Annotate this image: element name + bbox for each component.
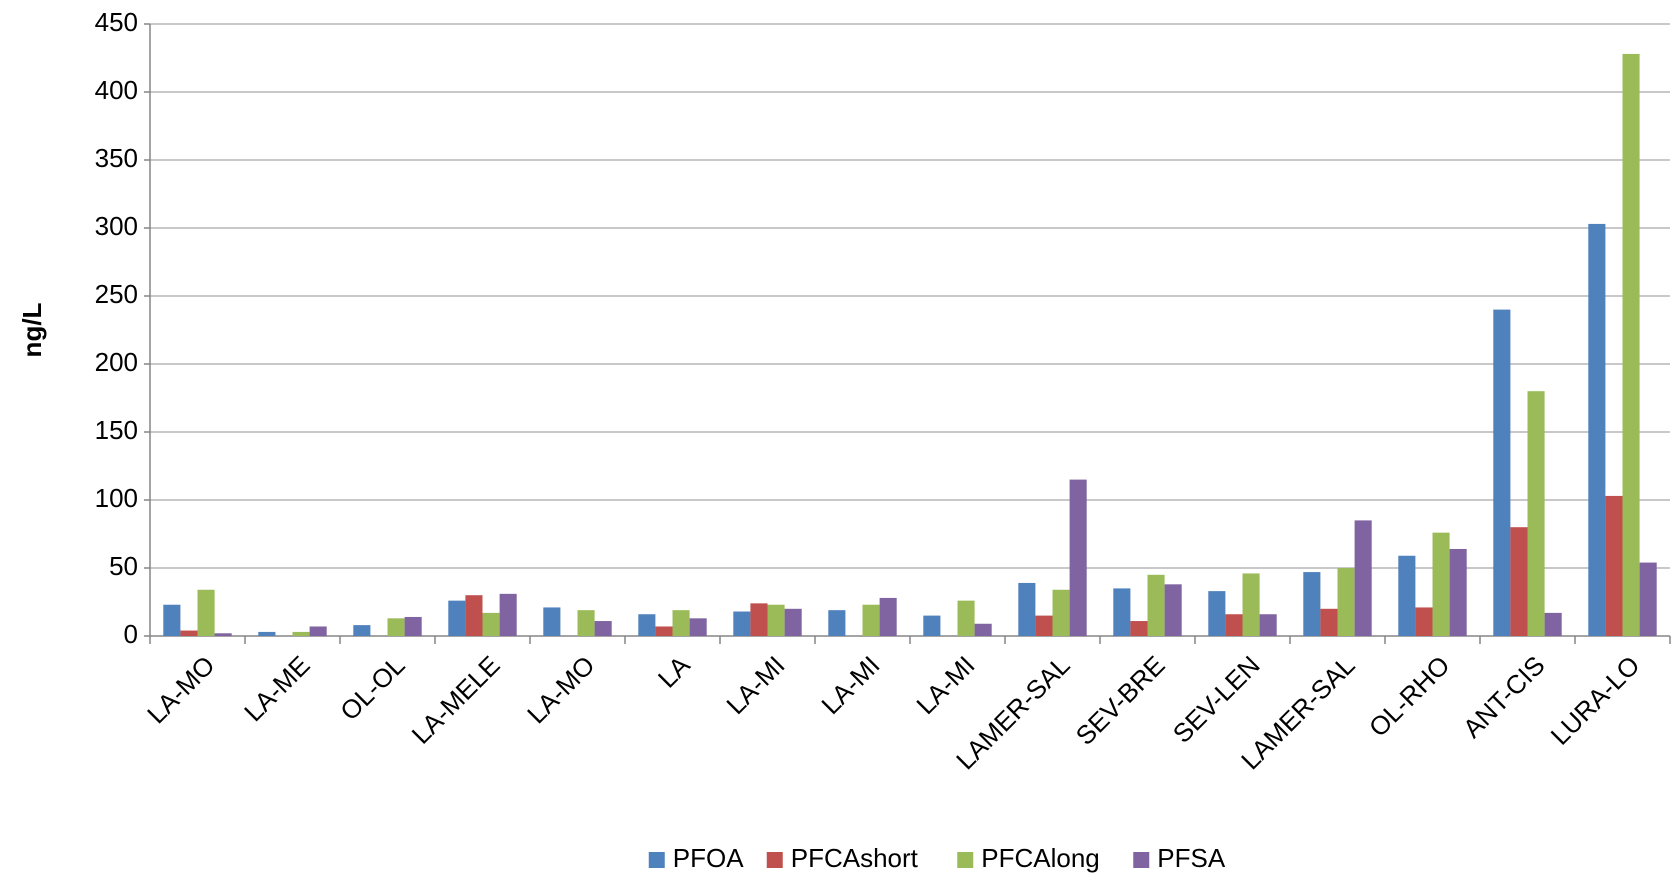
bar [638,614,656,636]
bar [828,610,846,636]
x-tick-label: LA-MELE [406,650,506,750]
legend-label: PFCAshort [791,843,919,873]
x-tick-label: LA-MI [720,650,790,720]
legend-swatch [766,852,783,868]
bar [353,625,371,636]
bar [1510,527,1528,636]
y-tick-label: 250 [95,279,138,309]
bar [957,600,975,636]
bar [1242,573,1260,636]
bar [923,615,941,636]
bar [1527,391,1545,636]
bar [163,604,181,636]
x-tick-label: ANT-CIS [1457,650,1551,744]
bar [180,630,198,636]
bar [292,631,310,636]
bar [1069,479,1087,636]
bar [482,612,500,636]
x-tick-label: LA-MO [521,650,600,729]
bar [784,608,802,636]
legend-label: PFOA [673,843,744,873]
bar [1130,621,1148,636]
bar [448,600,466,636]
bar [1639,562,1657,636]
y-tick-label: 200 [95,347,138,377]
bar [655,626,673,636]
bar [577,610,595,636]
bar [1588,223,1606,637]
bar [258,631,276,636]
legend-swatch [1133,852,1150,868]
bar [689,618,707,636]
bar [214,633,232,636]
bar [1544,612,1562,636]
bar [1432,532,1450,636]
x-tick-label: LA [652,649,696,693]
x-tick-label: SEV-LEN [1167,650,1266,749]
y-tick-label: 300 [95,211,138,241]
x-tick-label: LA-ME [238,650,315,727]
bar [1164,584,1182,636]
bar [404,616,422,636]
bar [1320,608,1338,636]
x-tick-label: LA-MI [910,650,980,720]
bar [1493,309,1511,636]
x-tick-label: OL-OL [334,650,410,726]
bar [1622,53,1640,637]
bar [1605,495,1623,636]
legend-label: PFCAlong [981,843,1100,873]
x-tick-label: OL-RHO [1363,650,1456,743]
bar [1415,607,1433,636]
bar [1225,614,1243,636]
bar [1147,574,1165,636]
y-tick-label: 50 [109,551,138,581]
bar [733,611,751,636]
x-tick-label: LA-MI [815,650,885,720]
y-tick-label: 450 [95,7,138,37]
bar [1398,555,1416,636]
bar [465,595,483,636]
bar [1113,588,1131,636]
bar [1259,614,1277,636]
bar [1337,568,1355,636]
bar [1449,548,1467,636]
y-tick-label: 150 [95,415,138,445]
legend-swatch [648,852,665,868]
legend-swatch [957,852,974,868]
bar [672,610,690,636]
bar [767,604,785,636]
bar [594,621,612,636]
legend-label: PFSA [1157,843,1226,873]
bar [750,603,768,636]
bar [1035,615,1053,636]
x-tick-label: SEV-BRE [1070,650,1171,751]
y-tick-label: 400 [95,75,138,105]
x-tick-label: LA-MO [141,650,220,729]
bar [1052,589,1070,636]
bar [974,623,992,636]
bar [309,626,327,636]
bar [197,589,215,636]
bar [862,604,880,636]
bar [1303,572,1321,636]
y-tick-label: 100 [95,483,138,513]
bar [499,593,517,636]
y-axis-label: ng/L [17,302,47,357]
y-tick-label: 350 [95,143,138,173]
y-tick-label: 0 [124,619,138,649]
bar [543,607,561,636]
x-tick-label: LURA-LO [1545,650,1646,751]
bar [1208,591,1226,636]
bar [1018,582,1036,636]
bar [387,618,405,636]
bar [1354,520,1372,636]
bar [879,597,897,636]
